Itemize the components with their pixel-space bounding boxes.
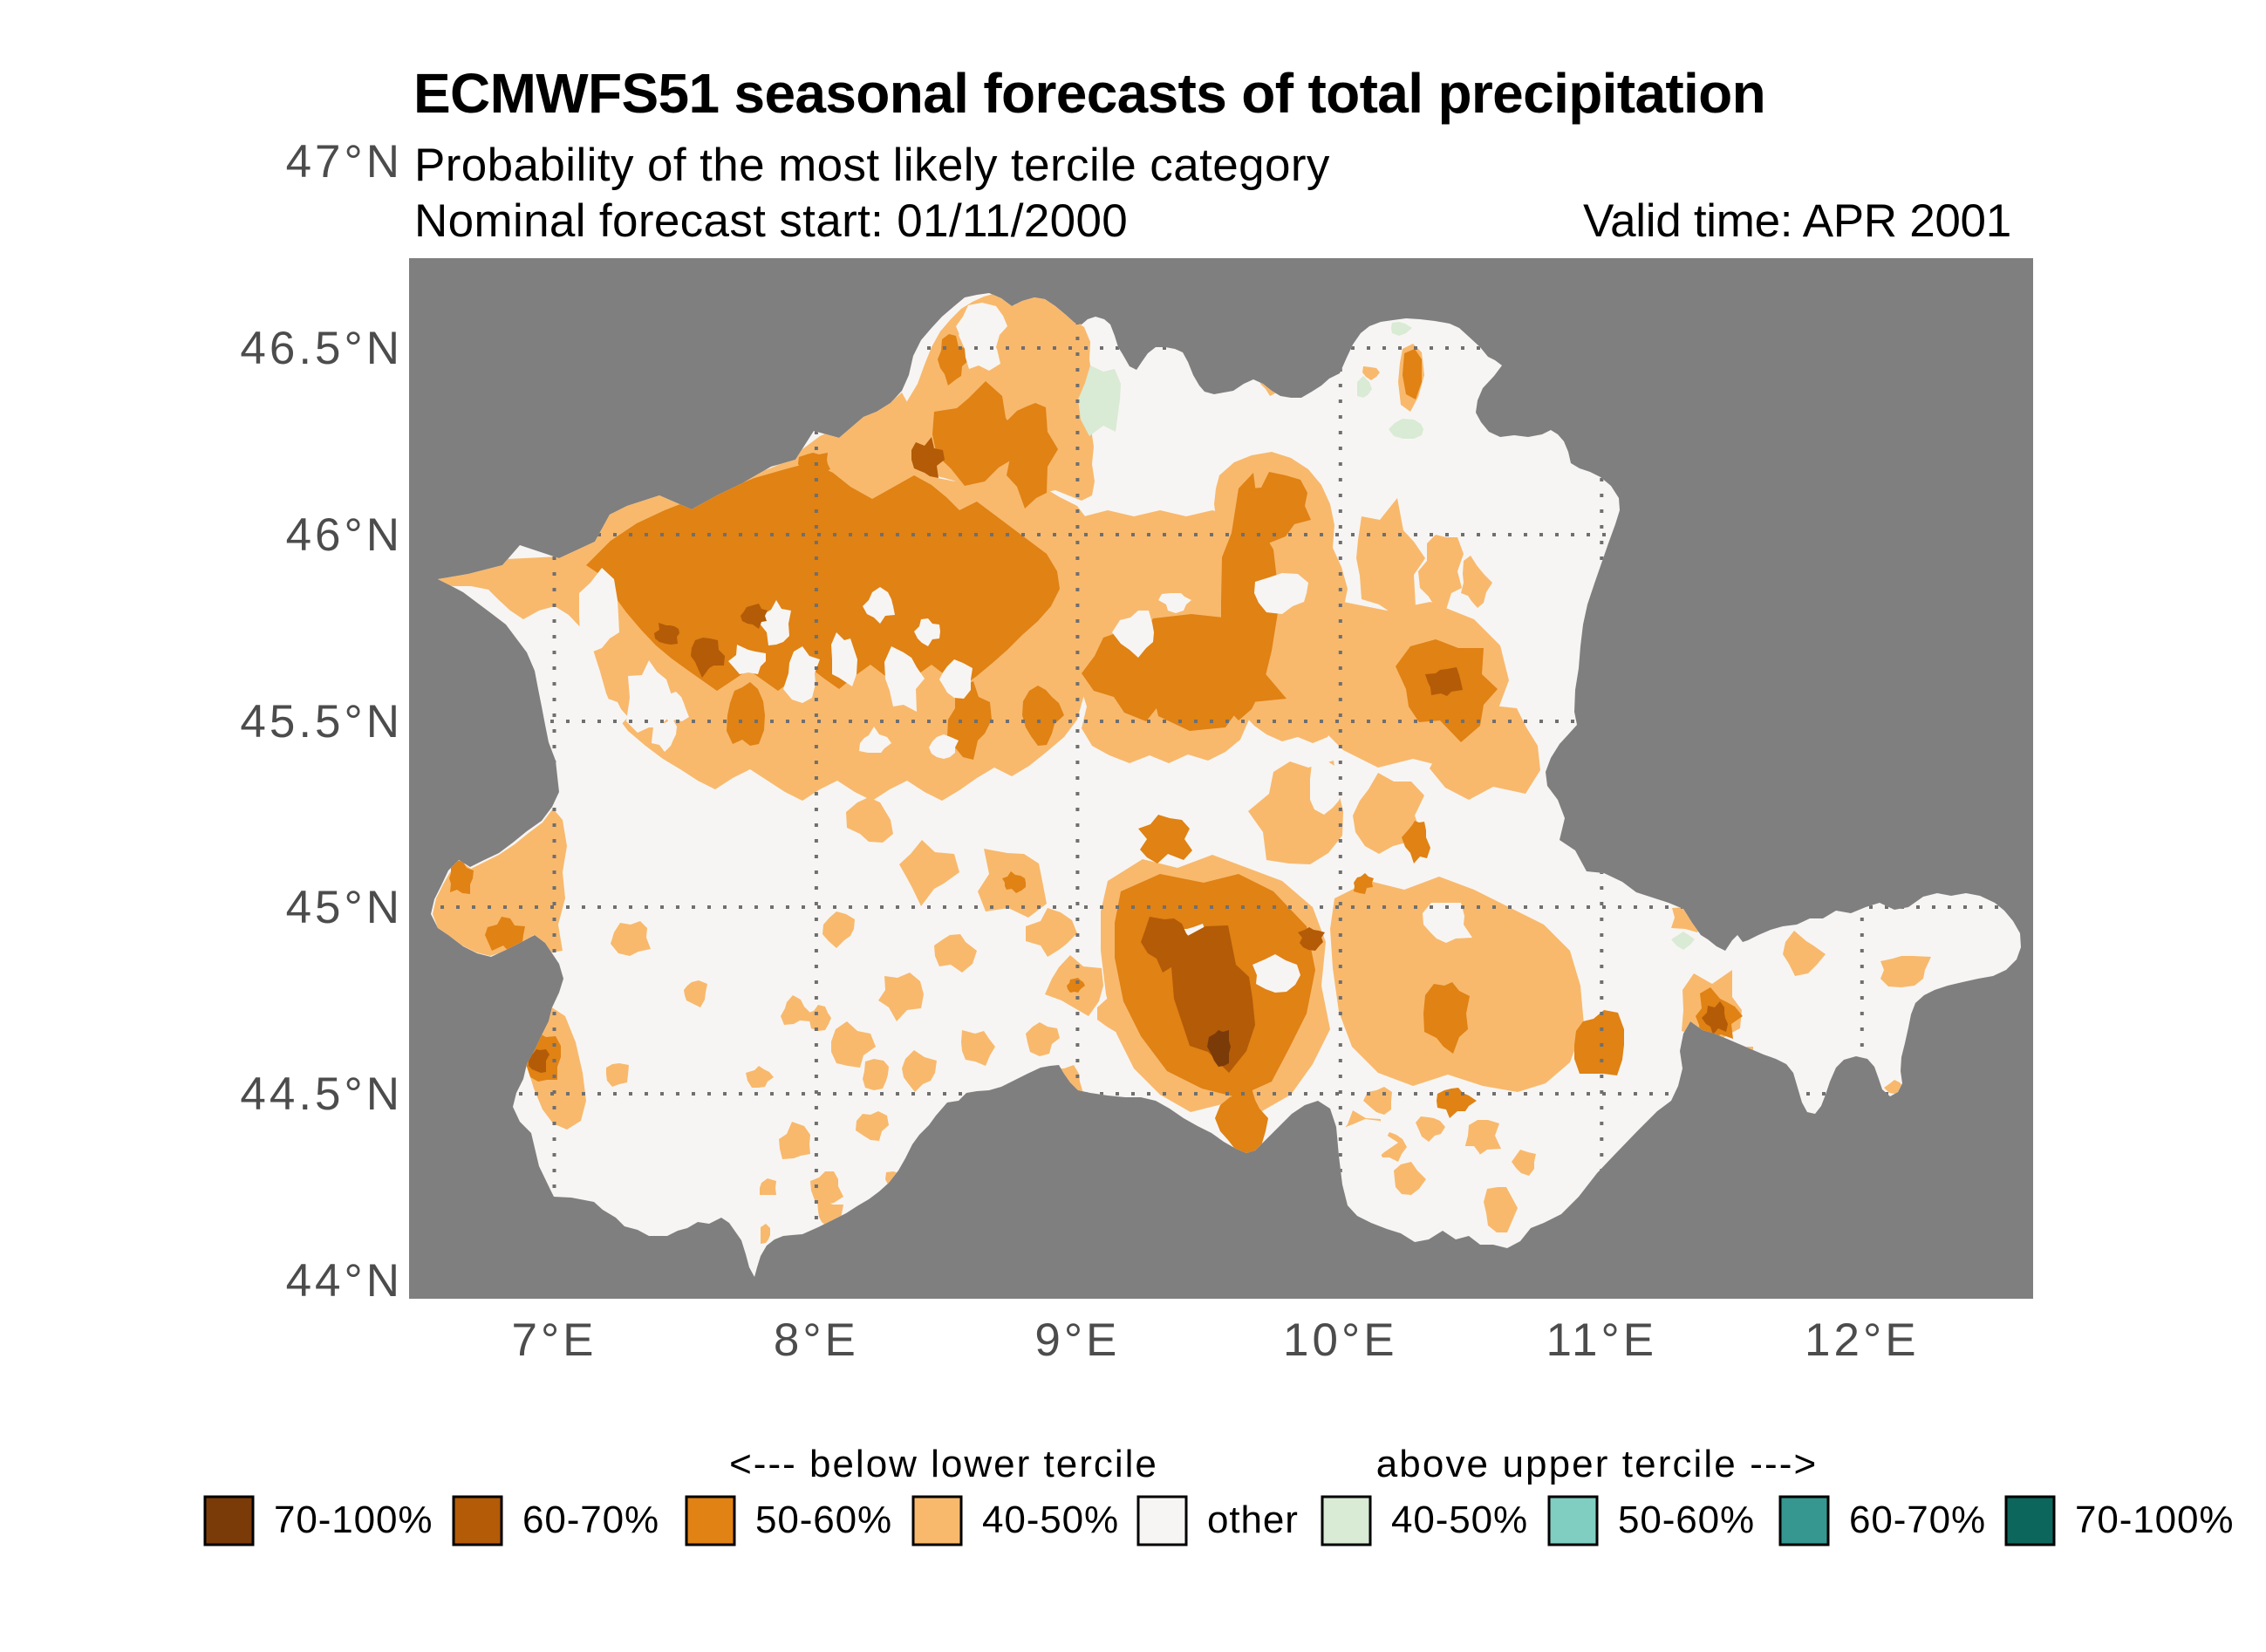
svg-text:8°E: 8°E xyxy=(774,1314,859,1366)
svg-text:46°N: 46°N xyxy=(286,509,403,561)
svg-text:9°E: 9°E xyxy=(1034,1314,1120,1366)
svg-text:60-70%: 60-70% xyxy=(1849,1498,1986,1541)
svg-text:45.5°N: 45.5°N xyxy=(240,696,403,747)
svg-text:12°E: 12°E xyxy=(1805,1314,1920,1366)
svg-text:47°N: 47°N xyxy=(286,136,403,188)
svg-text:11°E: 11°E xyxy=(1546,1314,1658,1366)
svg-text:ECMWFS51 seasonal forecasts of: ECMWFS51 seasonal forecasts of total pre… xyxy=(413,62,1765,125)
svg-text:60-70%: 60-70% xyxy=(522,1498,659,1541)
svg-text:40-50%: 40-50% xyxy=(982,1498,1119,1541)
svg-text:Valid time: APR 2001: Valid time: APR 2001 xyxy=(1583,195,2011,247)
svg-text:50-60%: 50-60% xyxy=(755,1498,892,1541)
svg-text:Probability of the most likely: Probability of the most likely tercile c… xyxy=(414,140,1330,191)
svg-text:46.5°N: 46.5°N xyxy=(240,323,403,374)
svg-text:45°N: 45°N xyxy=(286,882,403,933)
svg-text:44.5°N: 44.5°N xyxy=(240,1068,403,1120)
svg-text:50-60%: 50-60% xyxy=(1618,1498,1755,1541)
svg-text:Nominal forecast start: 01/11/: Nominal forecast start: 01/11/2000 xyxy=(414,195,1128,247)
svg-text:44°N: 44°N xyxy=(286,1255,403,1307)
svg-text:7°E: 7°E xyxy=(511,1314,597,1366)
svg-text:<--- below lower tercile: <--- below lower tercile xyxy=(729,1443,1158,1485)
svg-text:10°E: 10°E xyxy=(1283,1314,1398,1366)
svg-text:70-100%: 70-100% xyxy=(274,1498,433,1541)
svg-text:other: other xyxy=(1207,1498,1299,1541)
svg-text:40-50%: 40-50% xyxy=(1391,1498,1528,1541)
svg-text:70-100%: 70-100% xyxy=(2075,1498,2234,1541)
svg-text:above upper tercile --->: above upper tercile ---> xyxy=(1376,1443,1819,1485)
